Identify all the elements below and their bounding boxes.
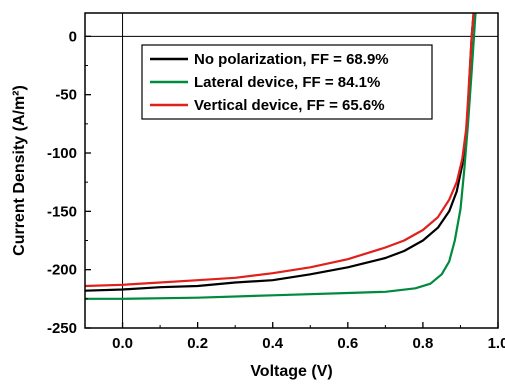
y-axis-title: Current Density (A/m²)	[11, 85, 28, 256]
series-line-2	[85, 13, 477, 300]
x-tick-label: 1.0	[488, 335, 505, 352]
x-tick-label: 0.2	[187, 335, 208, 352]
legend-label: Vertical device, FF = 65.6%	[194, 97, 385, 114]
y-tick-label: 0	[69, 28, 77, 45]
tick-marks	[85, 35, 499, 329]
x-axis-title: Voltage (V)	[250, 363, 332, 380]
series-layer	[85, 13, 477, 300]
x-tick-label: 0.8	[412, 335, 433, 352]
x-tick-label: 0.0	[112, 335, 133, 352]
y-tick-label: -200	[47, 262, 77, 279]
y-tick-label: -100	[47, 145, 77, 162]
x-tick-label: 0.4	[262, 335, 284, 352]
reference-lines	[85, 13, 498, 328]
tick-labels: 0.0 0.2 0.4 0.6 0.8 1.0 0 -50 -100 -150 -200 -250	[47, 28, 505, 352]
legend-label: No polarization, FF = 68.9%	[194, 51, 389, 68]
legend: No polarization, FF = 68.9% Lateral devic…	[141, 44, 433, 120]
y-tick-label: -250	[47, 320, 77, 337]
y-tick-label: -150	[47, 203, 77, 220]
legend-label: Lateral device, FF = 84.1%	[194, 74, 380, 91]
legend-box	[141, 44, 433, 120]
plot-border	[84, 12, 499, 329]
y-tick-label: -50	[55, 87, 77, 104]
series-line-3	[85, 13, 475, 288]
plot-frame	[84, 12, 499, 329]
x-tick-label: 0.6	[337, 335, 358, 352]
